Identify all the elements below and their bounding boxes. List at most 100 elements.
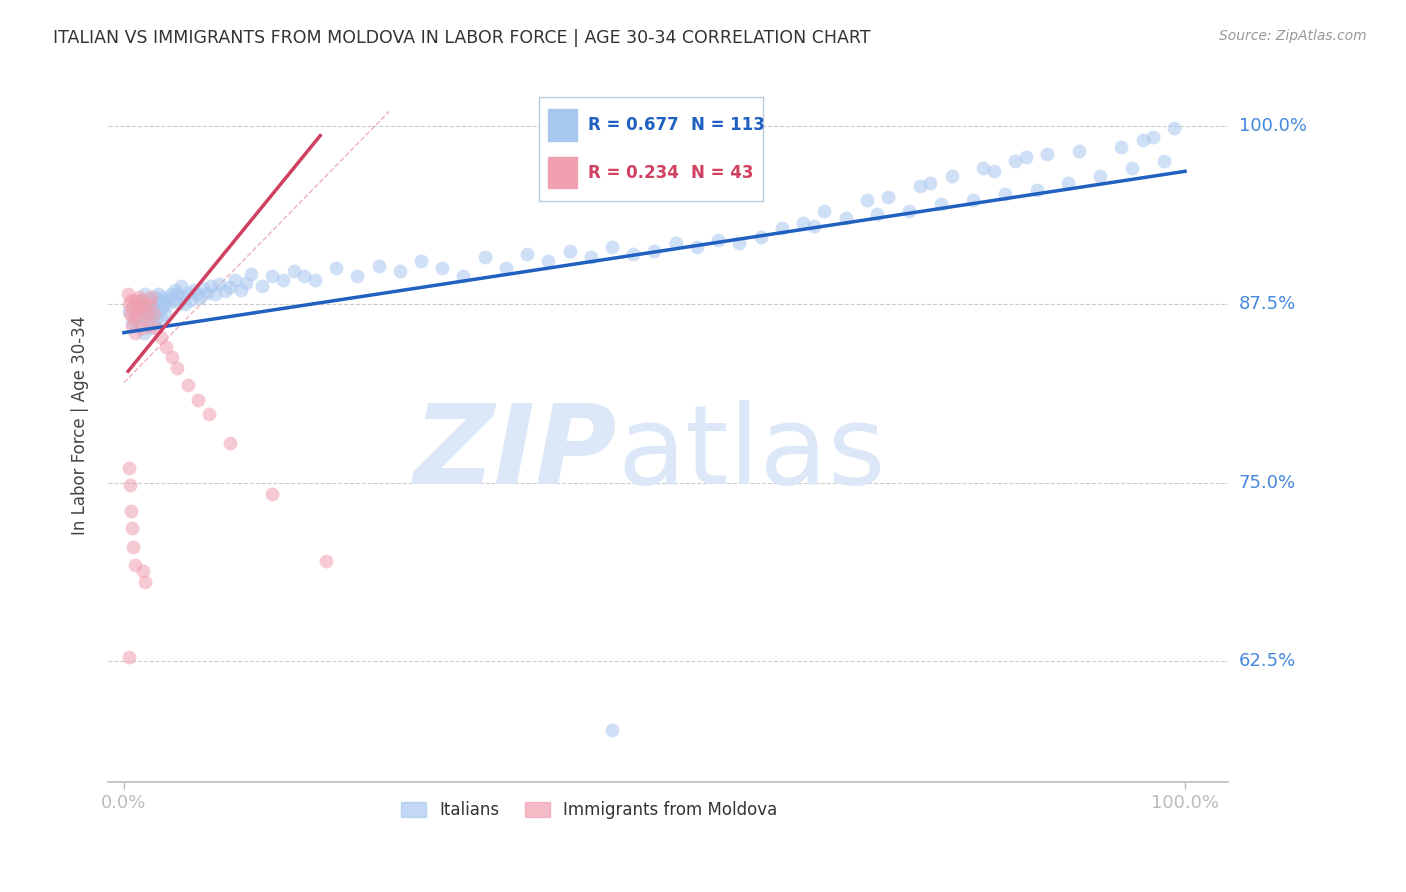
Legend: Italians, Immigrants from Moldova: Italians, Immigrants from Moldova (395, 794, 785, 825)
Point (128, 290, 150, 304)
Point (118, 649, 141, 664)
Point (193, 281, 215, 295)
Point (558, 244, 581, 259)
Point (134, 297, 156, 311)
Point (792, 216, 814, 230)
Point (149, 294, 172, 309)
Point (155, 307, 177, 321)
Text: 75.0%: 75.0% (1239, 474, 1296, 491)
Point (250, 278, 273, 293)
Point (155, 293, 177, 307)
Point (537, 254, 560, 268)
Point (686, 240, 709, 254)
Point (707, 233, 730, 247)
Point (204, 287, 226, 301)
Point (240, 267, 263, 281)
Point (136, 293, 159, 307)
Point (749, 230, 772, 244)
Point (125, 297, 148, 311)
Point (138, 318, 160, 333)
Point (159, 287, 181, 301)
Point (1153, 154, 1175, 169)
Point (1088, 169, 1111, 183)
Point (994, 187, 1017, 202)
Text: Source: ZipAtlas.com: Source: ZipAtlas.com (1219, 29, 1367, 43)
Point (163, 283, 186, 297)
Point (120, 478, 142, 492)
Point (198, 407, 221, 421)
Point (1067, 145, 1090, 159)
Point (235, 276, 257, 290)
Point (229, 283, 252, 297)
Point (146, 297, 169, 311)
Point (174, 297, 197, 311)
Point (125, 297, 148, 311)
Point (1163, 121, 1185, 136)
Point (127, 301, 149, 316)
Point (148, 304, 170, 318)
Point (160, 350, 183, 364)
Point (142, 314, 165, 328)
Point (145, 311, 167, 326)
Text: 100.0%: 100.0% (1239, 117, 1306, 135)
Point (1142, 130, 1164, 145)
Point (898, 204, 921, 219)
Point (803, 219, 825, 233)
Point (132, 564, 155, 578)
Point (644, 244, 666, 259)
Point (972, 161, 994, 176)
Text: 62.5%: 62.5% (1239, 652, 1296, 670)
Point (1121, 161, 1143, 176)
Point (432, 261, 454, 276)
Y-axis label: In Labor Force | Age 30-34: In Labor Force | Age 30-34 (72, 316, 89, 535)
Point (1015, 150, 1038, 164)
Point (388, 264, 411, 278)
Point (118, 304, 141, 318)
Point (983, 164, 1005, 178)
Point (176, 378, 198, 392)
Point (474, 250, 496, 264)
Point (262, 487, 284, 501)
Point (180, 293, 202, 307)
Point (157, 297, 180, 311)
Point (134, 575, 156, 590)
Point (136, 311, 159, 326)
Point (346, 268, 368, 283)
Point (129, 301, 152, 316)
Point (195, 285, 218, 300)
Point (142, 307, 165, 321)
Point (208, 277, 231, 291)
Point (1057, 176, 1080, 190)
Point (187, 392, 209, 407)
Point (124, 307, 146, 321)
Point (124, 293, 146, 307)
Point (1025, 183, 1047, 197)
Point (908, 178, 931, 193)
Point (135, 304, 157, 318)
Point (141, 297, 163, 311)
Point (665, 235, 688, 250)
Point (200, 278, 222, 293)
Point (1036, 147, 1059, 161)
Point (152, 290, 174, 304)
Point (262, 268, 284, 283)
Point (176, 285, 198, 300)
Point (121, 521, 143, 535)
Point (1111, 140, 1133, 154)
Point (142, 304, 165, 318)
Point (121, 318, 143, 333)
Point (132, 293, 155, 307)
Text: atlas: atlas (617, 401, 886, 508)
Point (283, 264, 305, 278)
Point (855, 193, 877, 207)
Point (150, 330, 173, 344)
Point (124, 326, 146, 340)
Point (315, 554, 337, 568)
Text: 87.5%: 87.5% (1239, 295, 1296, 313)
Point (166, 361, 188, 376)
Point (813, 204, 835, 219)
Point (866, 207, 889, 221)
Point (292, 268, 315, 283)
Point (128, 311, 150, 326)
Point (150, 301, 173, 316)
